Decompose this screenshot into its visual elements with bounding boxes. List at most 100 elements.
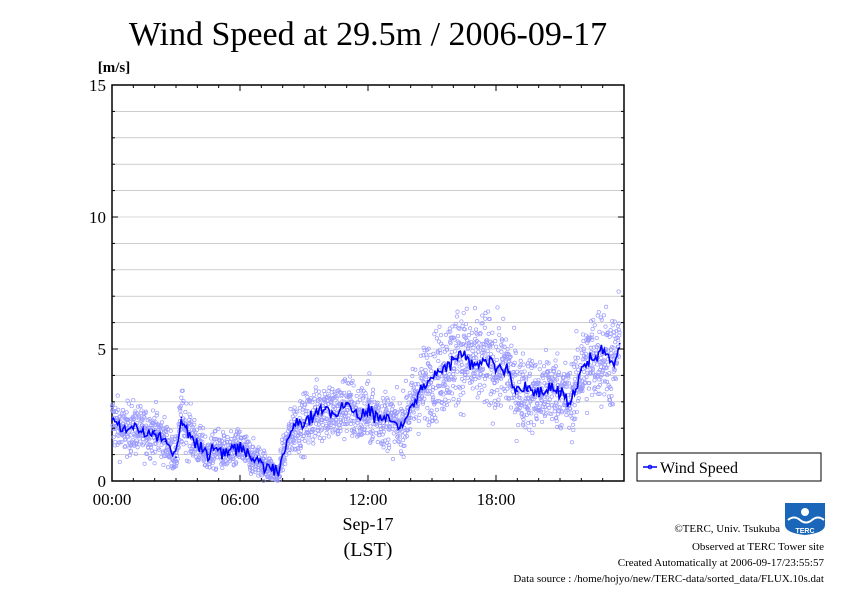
data-point (421, 353, 426, 358)
data-point (595, 362, 600, 367)
data-point (443, 332, 448, 337)
data-point (617, 330, 622, 335)
data-point (484, 373, 489, 378)
data-point (212, 437, 217, 442)
data-point (526, 421, 531, 426)
data-point (612, 319, 617, 324)
data-point (451, 335, 456, 340)
data-point (277, 474, 282, 479)
data-point (556, 370, 561, 375)
data-point (130, 437, 135, 443)
data-point (503, 388, 508, 394)
data-point (560, 398, 565, 403)
data-point (429, 408, 434, 413)
data-point (617, 333, 622, 338)
data-point (201, 426, 206, 431)
data-point (123, 444, 128, 449)
data-point (390, 403, 395, 409)
data-point (357, 398, 362, 403)
data-point (117, 459, 122, 465)
series-point (473, 363, 476, 366)
data-point (604, 387, 609, 392)
data-point (462, 379, 467, 384)
data-point (607, 397, 613, 402)
data-point (350, 378, 355, 383)
data-point (342, 437, 347, 442)
data-point (302, 454, 307, 460)
data-point (134, 411, 139, 416)
data-point (518, 358, 523, 363)
data-point (599, 404, 604, 409)
data-point (457, 326, 462, 331)
data-point (165, 465, 171, 470)
data-point (472, 355, 477, 361)
data-point (424, 391, 429, 396)
data-point (400, 409, 405, 414)
data-point (407, 420, 412, 425)
data-point (579, 344, 584, 349)
data-point (164, 432, 169, 438)
terc-logo: TERC (785, 503, 825, 535)
data-point (382, 403, 388, 408)
data-point (159, 420, 165, 425)
data-point (422, 396, 427, 401)
data-point (287, 422, 292, 427)
data-point (310, 400, 315, 405)
data-point (335, 428, 340, 433)
data-point (292, 440, 297, 445)
series-point (249, 456, 252, 459)
data-point (541, 375, 546, 380)
data-point (143, 409, 148, 414)
data-point (501, 316, 506, 321)
data-point (597, 329, 602, 334)
data-point (486, 331, 491, 336)
series-point (143, 432, 145, 435)
data-point (514, 438, 519, 444)
data-point (222, 461, 227, 467)
data-point (306, 440, 311, 445)
data-point (434, 336, 439, 341)
data-point (478, 345, 483, 350)
data-point (500, 344, 505, 349)
data-point (547, 375, 552, 380)
data-point (125, 418, 130, 423)
data-point (436, 358, 441, 364)
data-point (441, 382, 446, 387)
data-point (435, 399, 440, 404)
data-point (477, 375, 482, 380)
data-point (498, 374, 503, 379)
data-point (343, 416, 348, 422)
data-point (378, 410, 383, 415)
data-point (445, 385, 450, 390)
data-point (475, 345, 481, 350)
series-point (377, 416, 380, 419)
data-point (153, 449, 158, 454)
data-point (473, 327, 479, 332)
data-point (275, 478, 280, 483)
data-point (341, 411, 346, 416)
data-point (483, 316, 488, 321)
data-point (494, 344, 499, 349)
data-point (129, 449, 134, 454)
series-point (175, 456, 177, 459)
data-point (566, 375, 571, 380)
data-point (291, 438, 296, 443)
x-tick-label: 00:00 (93, 490, 132, 509)
data-point (581, 346, 586, 351)
data-point (162, 415, 167, 420)
data-point (311, 441, 316, 446)
data-point (113, 405, 118, 410)
data-point (125, 420, 131, 425)
data-point (175, 456, 180, 461)
data-point (555, 425, 560, 430)
data-point (117, 414, 122, 420)
data-point (506, 397, 511, 402)
data-point (479, 388, 484, 393)
data-point (296, 439, 301, 444)
data-point (416, 418, 421, 424)
data-point (316, 389, 321, 394)
data-point (573, 416, 578, 421)
series-point (313, 414, 316, 416)
data-point (117, 440, 122, 445)
data-point (329, 417, 334, 422)
